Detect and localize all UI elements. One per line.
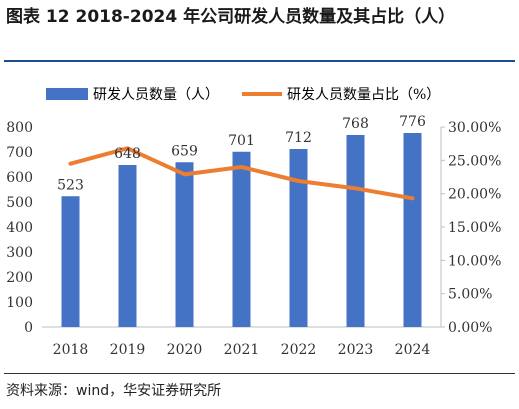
left-axis-tick-label: 300 <box>6 245 33 261</box>
bar-data-label: 659 <box>171 143 198 159</box>
legend-label-line: 研发人员数量占比（%） <box>287 87 440 103</box>
bar <box>61 196 80 327</box>
left-axis-tick-label: 0 <box>24 320 33 336</box>
bar-data-label: 701 <box>228 133 255 149</box>
title-divider <box>4 60 515 62</box>
bar <box>346 135 365 327</box>
line-point <box>241 166 242 168</box>
line-series <box>68 146 415 201</box>
left-axis-tick-label: 100 <box>6 295 33 311</box>
x-axis-tick-label: 2023 <box>338 342 374 358</box>
bar-data-label: 712 <box>285 130 312 146</box>
legend-label-bar: 研发人员数量（人） <box>93 87 219 103</box>
right-axis-tick-label: 30.00% <box>448 120 501 136</box>
x-axis-tick-label: 2019 <box>110 342 146 358</box>
bar-data-label: 768 <box>342 116 369 132</box>
bar <box>232 151 251 327</box>
right-axis-tick-label: 10.00% <box>448 253 501 269</box>
bar <box>403 133 422 327</box>
bar-data-label: 523 <box>57 177 84 193</box>
line-point <box>70 163 71 165</box>
line-point <box>355 187 356 189</box>
line-point <box>412 197 413 199</box>
line-point <box>127 147 128 149</box>
right-axis-tick-label: 15.00% <box>448 220 501 236</box>
source-divider <box>4 373 515 374</box>
x-axis-tick-label: 2022 <box>281 342 317 358</box>
legend-swatch-bar <box>46 88 88 100</box>
left-axis-tick-label: 600 <box>6 170 33 186</box>
bar <box>175 162 194 327</box>
left-axis-tick-label: 500 <box>6 195 33 211</box>
right-axis-tick-label: 25.00% <box>448 153 501 169</box>
left-axis-tick-label: 700 <box>6 145 33 161</box>
source-note: 资料来源：wind，华安证券研究所 <box>6 383 222 399</box>
bar <box>118 165 137 327</box>
right-axis-tick-label: 0.00% <box>448 320 492 336</box>
line-point <box>298 180 299 182</box>
left-axis-tick-label: 800 <box>6 120 33 136</box>
x-axis-tick-label: 2018 <box>53 342 89 358</box>
chart-title: 图表 12 2018-2024 年公司研发人员数量及其占比（人） <box>6 7 456 27</box>
bar-data-label: 776 <box>399 114 426 130</box>
x-axis-tick-label: 2020 <box>167 342 203 358</box>
right-axis-tick-label: 5.00% <box>448 287 492 303</box>
data-labels: 523 648 659 701 712 768 776 <box>57 114 426 193</box>
legend: 研发人员数量（人） 研发人员数量占比（%） <box>46 87 440 103</box>
x-axis-tick-label: 2021 <box>224 342 260 358</box>
line-point <box>184 173 185 175</box>
bar-data-label: 648 <box>114 146 141 162</box>
left-axis-tick-label: 400 <box>6 220 33 236</box>
bar <box>289 149 308 327</box>
axes: 0 100 200 300 400 500 600 700 800 0.00% 5.00% 10.00… <box>6 120 501 358</box>
x-axis-tick-label: 2024 <box>395 342 431 358</box>
bar-series <box>61 133 422 327</box>
left-axis-tick-label: 200 <box>6 270 33 286</box>
right-axis-tick-label: 20.00% <box>448 187 501 203</box>
